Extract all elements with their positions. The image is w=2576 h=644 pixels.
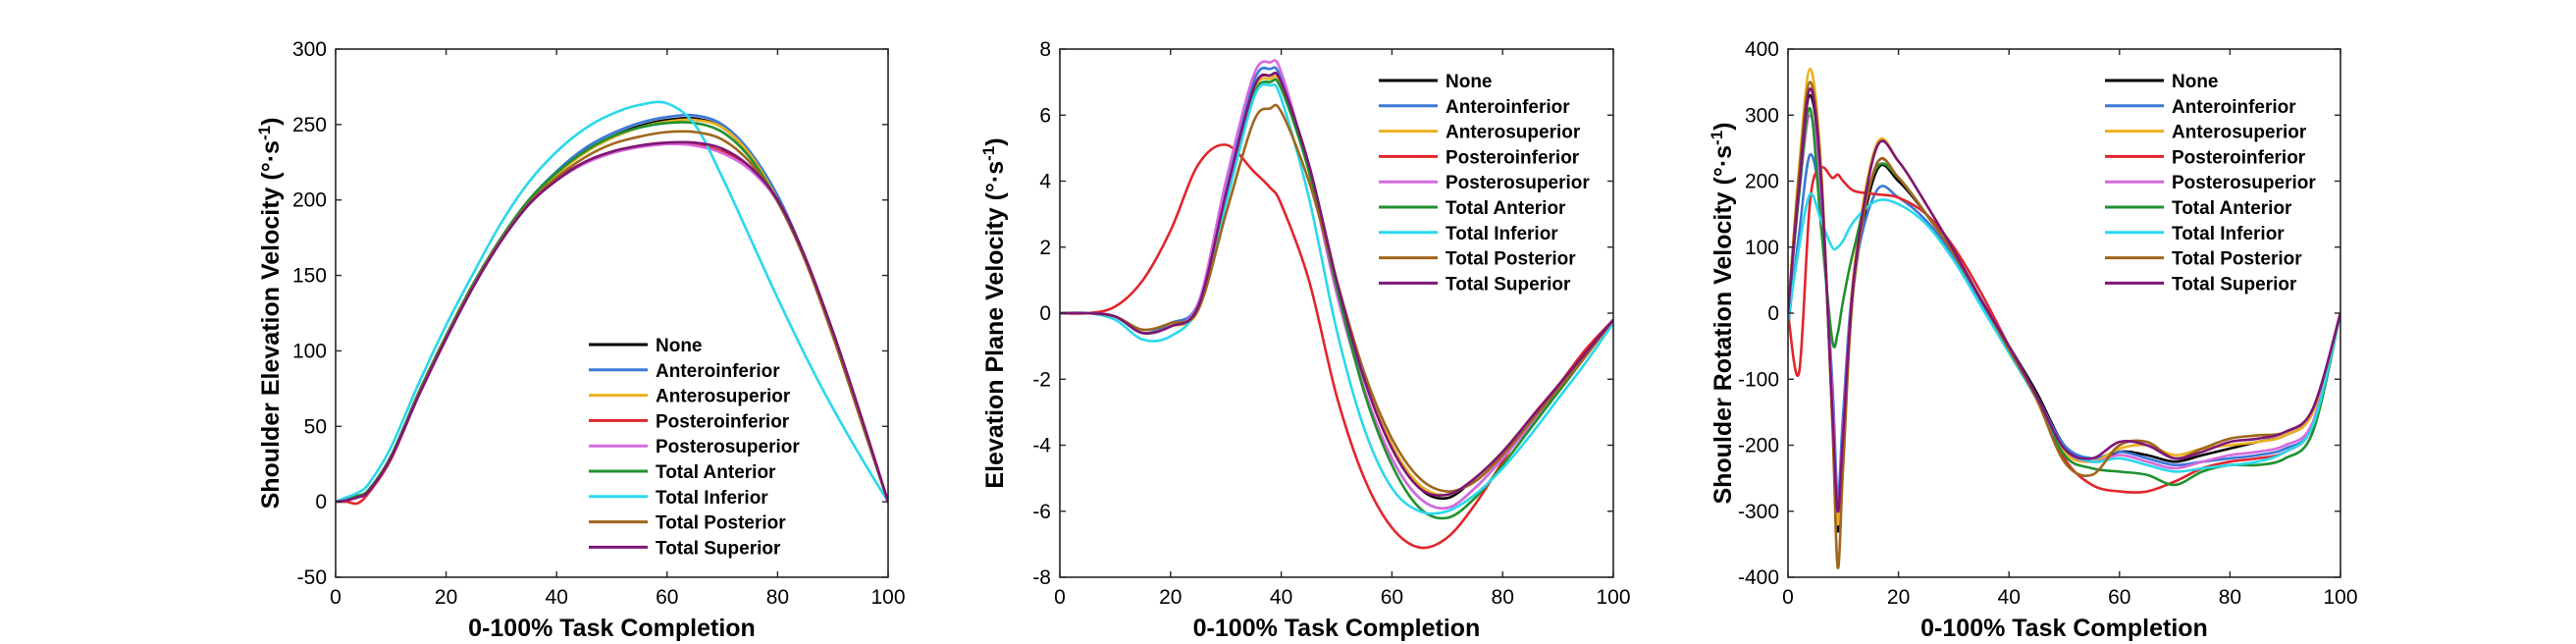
series-line-total-superior [1060, 71, 1613, 497]
legend-label: Total Anterior [1446, 198, 1566, 219]
legend-label: None [656, 336, 703, 356]
x-tick-label: 20 [435, 586, 457, 609]
y-tick-label: 0 [315, 491, 327, 513]
legend-label: Total Posterior [1446, 249, 1576, 270]
series-line-total-inferior [1788, 192, 2340, 473]
x-axis-label: 0-100% Task Completion [1193, 615, 1481, 642]
elevation-velocity-chart: 0 20 40 60 80 100-500501001502002503000-100% … [255, 38, 906, 642]
y-tick-label: -100 [1738, 368, 1779, 391]
series-group [1060, 59, 1613, 550]
x-axis-label: 0-100% Task Completion [1920, 615, 2208, 642]
x-tick-label: 60 [1381, 586, 1403, 609]
series-line-total-superior [1788, 86, 2340, 513]
legend-label: Total Inferior [656, 488, 768, 509]
y-tick-label: -200 [1738, 435, 1779, 457]
legend-label: Anteroinferior [1446, 97, 1570, 118]
y-tick-label: 50 [304, 415, 327, 438]
legend-label: Anterosuperior [1446, 123, 1581, 143]
y-tick-label: -2 [1032, 368, 1051, 391]
legend: None Anteroinferior Anterosuperior Posteroi… [589, 336, 800, 559]
legend: None Anteroinferior Anterosuperior Posteroi… [1379, 72, 1590, 295]
legend-label: Anterosuperior [656, 387, 791, 407]
y-tick-label: -8 [1032, 566, 1051, 589]
legend-label: Total Superior [1446, 274, 1571, 295]
y-tick-label: 200 [1745, 171, 1779, 193]
y-axis-label: Shoulder Elevation Velocity (°·s-1) [255, 118, 285, 510]
x-tick-label: 40 [1270, 586, 1292, 609]
y-tick-label: 250 [292, 114, 327, 136]
y-tick-label: -400 [1738, 566, 1779, 589]
y-tick-label: 2 [1039, 237, 1051, 259]
y-tick-label: -50 [297, 566, 327, 589]
legend-label: Total Inferior [1446, 224, 1558, 244]
y-tick-label: 4 [1039, 171, 1051, 193]
x-tick-label: 0 [330, 586, 342, 609]
legend: None Anteroinferior Anterosuperior Posteroi… [2105, 72, 2316, 295]
legend-label: Total Posterior [656, 513, 786, 534]
x-tick-label: 60 [2108, 586, 2130, 609]
y-tick-label: 8 [1039, 38, 1051, 61]
y-tick-label: 0 [1767, 302, 1779, 325]
series-line-total-posterior [1060, 103, 1613, 493]
y-tick-label: 6 [1039, 104, 1051, 127]
legend-label: Anteroinferior [2172, 97, 2296, 118]
series-line-total-inferior [1060, 82, 1613, 515]
y-tick-label: 150 [292, 265, 327, 288]
x-tick-label: 80 [1492, 586, 1514, 609]
y-tick-label: 400 [1745, 38, 1779, 61]
y-tick-label: -6 [1032, 501, 1051, 523]
legend-label: Total Superior [656, 538, 781, 559]
x-tick-label: 100 [1596, 586, 1630, 609]
legend-label: Posteroinferior [2172, 147, 2306, 168]
legend-label: Total Superior [2172, 274, 2297, 295]
y-tick-label: 300 [1745, 104, 1779, 127]
y-tick-label: -4 [1032, 435, 1051, 457]
legend-label: None [2172, 72, 2219, 92]
x-tick-label: 40 [546, 586, 568, 609]
series-line-total-inferior [336, 100, 888, 504]
y-tick-label: 0 [1039, 302, 1051, 325]
x-tick-label: 60 [656, 586, 678, 609]
legend-label: Total Anterior [656, 462, 776, 483]
y-tick-label: 300 [292, 38, 327, 61]
rotation-velocity-chart: 0 20 40 60 80 100 -400 -300 -200 -100 0 100 200 300 40… [1708, 38, 2358, 642]
x-tick-label: 80 [2219, 586, 2241, 609]
legend-label: Total Posterior [2172, 249, 2302, 270]
legend-label: Posterosuperior [2172, 173, 2316, 193]
x-tick-label: 20 [1159, 586, 1182, 609]
series-group [336, 100, 888, 506]
legend-label: Anteroinferior [656, 361, 780, 382]
legend-label: Posterosuperior [656, 437, 800, 457]
x-tick-label: 100 [2323, 586, 2357, 609]
y-axis-label: Shoulder Rotation Velocity (°·s-1) [1708, 122, 1737, 504]
series-line-posteroinferior [1788, 166, 2340, 494]
x-tick-label: 40 [1998, 586, 2021, 609]
legend-label: Total Inferior [2172, 224, 2285, 244]
y-tick-label: 100 [1745, 237, 1779, 259]
series-group [1788, 67, 2340, 569]
y-tick-label: -300 [1738, 501, 1779, 523]
y-tick-label: 200 [292, 189, 327, 212]
elevation-plane-velocity-chart: 0 20 40 60 80 100 -8 -6 -4 -2 0 2 4 6 8 0-100% Task Com… [979, 38, 1631, 642]
x-tick-label: 20 [1887, 586, 1910, 609]
y-axis-label: Elevation Plane Velocity (°·s-1) [979, 137, 1009, 488]
x-axis-label: 0-100% Task Completion [468, 615, 756, 642]
legend-label: Posteroinferior [1446, 147, 1580, 168]
x-tick-label: 0 [1054, 586, 1066, 609]
legend-label: Total Anterior [2172, 198, 2292, 219]
legend-label: Posteroinferior [656, 411, 790, 432]
x-tick-label: 0 [1782, 586, 1794, 609]
axes-box [335, 48, 889, 578]
series-line-total-superior [336, 140, 888, 504]
y-tick-label: 100 [292, 340, 327, 362]
x-tick-label: 80 [766, 586, 789, 609]
x-tick-label: 100 [870, 586, 905, 609]
legend-label: Posterosuperior [1446, 173, 1590, 193]
legend-label: Anterosuperior [2172, 123, 2307, 143]
legend-label: None [1446, 72, 1493, 92]
